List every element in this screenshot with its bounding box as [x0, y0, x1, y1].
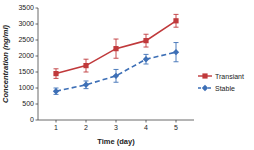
- y-tick-label: 3500: [18, 4, 34, 11]
- error-cap: [144, 34, 149, 35]
- y-axis-label: Concentration (ng/ml): [1, 25, 10, 103]
- y-tick-label: 500: [22, 100, 34, 107]
- legend-label: Transiant: [215, 73, 244, 80]
- y-tick-label: 1500: [18, 68, 34, 75]
- y-axis: [38, 8, 39, 120]
- error-cap: [84, 72, 89, 73]
- x-tick-label: 2: [84, 124, 88, 131]
- x-tick: [146, 120, 147, 123]
- y-tick: [36, 56, 39, 57]
- y-tick: [36, 120, 39, 121]
- y-tick: [36, 24, 39, 25]
- point: [53, 88, 59, 94]
- y-tick-label: 2500: [18, 36, 34, 43]
- error-cap: [114, 39, 119, 40]
- error-bar: [84, 59, 89, 72]
- error-bar: [54, 88, 59, 94]
- y-tick-label: 2000: [18, 52, 34, 59]
- y-tick: [36, 88, 39, 89]
- y-tick: [36, 40, 39, 41]
- error-bar: [174, 43, 179, 62]
- legend-marker: [202, 73, 207, 78]
- x-axis-label: Time (day): [97, 137, 135, 146]
- error-cap: [114, 82, 119, 83]
- error-cap: [84, 88, 89, 89]
- error-cap: [144, 54, 149, 55]
- x-tick-label: 3: [114, 124, 118, 131]
- point: [143, 56, 149, 62]
- y-tick: [36, 104, 39, 105]
- y-tick-label: 3000: [18, 20, 34, 27]
- point: [83, 63, 88, 68]
- series-line: [56, 52, 176, 91]
- point: [113, 73, 119, 79]
- y-tick-label: 1000: [18, 84, 34, 91]
- legend-label: Stable: [215, 85, 235, 92]
- point: [173, 49, 179, 55]
- error-cap: [114, 58, 119, 59]
- error-cap: [84, 80, 89, 81]
- error-cap: [54, 68, 59, 69]
- x-tick-label: 1: [54, 124, 58, 131]
- y-tick: [36, 8, 39, 9]
- error-bar: [114, 39, 119, 58]
- x-tick-label: 4: [144, 124, 148, 131]
- error-cap: [174, 61, 179, 62]
- error-cap: [174, 14, 179, 15]
- y-tick: [36, 72, 39, 73]
- point: [173, 18, 178, 23]
- x-tick: [116, 120, 117, 123]
- chart: 0 500 1000 1500 2000 2500 3000 3500 1 2 3 4 5 Time (d…: [0, 0, 254, 150]
- point: [113, 46, 118, 51]
- x-tick: [176, 120, 177, 123]
- error-bar: [144, 54, 149, 64]
- error-bar: [114, 69, 119, 82]
- x-tick-label: 5: [174, 124, 178, 131]
- y-tick-label: 0: [30, 116, 34, 123]
- error-cap: [144, 47, 149, 48]
- point: [53, 71, 58, 76]
- error-cap: [174, 27, 179, 28]
- plot-area: [53, 14, 179, 94]
- error-cap: [54, 78, 59, 79]
- point: [143, 38, 148, 43]
- legend-marker: [202, 85, 208, 91]
- error-cap: [174, 42, 179, 43]
- error-bar: [144, 34, 149, 47]
- x-tick: [56, 120, 57, 123]
- error-cap: [144, 64, 149, 65]
- point: [83, 82, 89, 88]
- error-cap: [84, 59, 89, 60]
- series-line: [56, 21, 176, 74]
- error-bar: [54, 69, 59, 79]
- x-tick: [86, 120, 87, 123]
- error-bar: [84, 81, 89, 89]
- error-cap: [114, 69, 119, 70]
- error-bar: [174, 14, 179, 27]
